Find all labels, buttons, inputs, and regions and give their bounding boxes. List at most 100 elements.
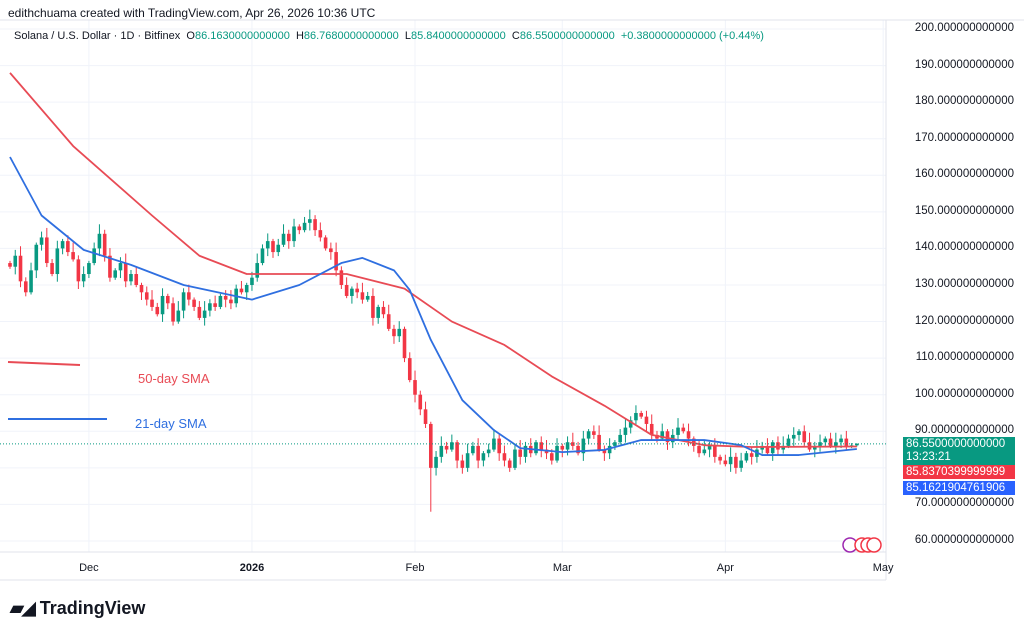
- candle-body: [155, 306, 160, 315]
- change-value: +0.3800000000000 (+0.44%): [620, 30, 764, 42]
- candle-body: [791, 434, 796, 439]
- price-tick-label: 100.000000000000: [914, 387, 1014, 400]
- candle-body: [460, 460, 465, 468]
- candle-body: [607, 445, 612, 454]
- candle-body: [507, 460, 512, 468]
- candle-body: [244, 284, 249, 293]
- candle-body: [576, 445, 580, 454]
- candle-body: [13, 255, 18, 267]
- candle-body: [118, 263, 123, 271]
- candle-body: [381, 306, 386, 315]
- candle-body: [202, 310, 207, 318]
- candle-body: [707, 445, 712, 450]
- candle-body: [150, 299, 154, 307]
- candle-body: [539, 442, 544, 450]
- candle-body: [392, 328, 396, 337]
- candle-body: [407, 358, 412, 381]
- candle-body: [192, 299, 196, 307]
- candle-body: [713, 445, 717, 457]
- price-tick-label: 140.000000000000: [914, 241, 1014, 254]
- candle-body: [613, 442, 617, 446]
- symbol-title[interactable]: Solana / U.S. Dollar · 1D · Bitfinex: [14, 30, 181, 42]
- candle-body: [281, 233, 286, 245]
- time-tick-label: Dec: [79, 562, 99, 574]
- candle-body: [523, 445, 528, 457]
- candle-body: [513, 449, 517, 468]
- candle-body: [344, 284, 349, 296]
- candle-body: [144, 292, 149, 300]
- candle-body: [518, 449, 523, 457]
- candle-body: [665, 431, 670, 443]
- candle-body: [797, 431, 801, 435]
- candle-body: [255, 263, 260, 278]
- open-value: 86.1630000000000: [194, 30, 290, 42]
- economic-event-icon: [866, 537, 882, 553]
- sma21-annotation: 21-day SMA: [135, 416, 207, 431]
- candle-body: [676, 427, 680, 435]
- candle-body: [634, 412, 638, 421]
- sma50-legend-line: [7, 361, 81, 366]
- sma50-annotation: 50-day SMA: [138, 371, 210, 386]
- candle-body: [602, 449, 607, 454]
- candle-body: [92, 248, 96, 264]
- chart-credit: edithchuama created with TradingView.com…: [8, 6, 376, 20]
- candle-body: [376, 306, 380, 318]
- candle-body: [286, 233, 291, 242]
- candle-body: [597, 434, 601, 450]
- candle-body: [702, 449, 707, 454]
- candle-body: [329, 248, 333, 253]
- price-tick-label: 170.000000000000: [914, 131, 1014, 144]
- candle-body: [644, 416, 649, 424]
- candle-body: [623, 427, 628, 435]
- close-label: C: [511, 30, 520, 42]
- candle-body: [355, 288, 359, 293]
- candle-body: [129, 274, 133, 282]
- candle-body: [718, 456, 722, 461]
- candle-body: [365, 295, 370, 300]
- candle-body: [297, 226, 302, 231]
- candle-body: [476, 445, 480, 461]
- candle-body: [818, 442, 822, 446]
- tradingview-logo[interactable]: ▰◢ TradingView: [10, 598, 145, 619]
- candle-body: [123, 263, 128, 282]
- candle-body: [823, 438, 828, 443]
- candle-body: [560, 445, 565, 450]
- candle-body: [413, 380, 417, 395]
- candle-body: [776, 442, 780, 450]
- high-label: H: [295, 30, 304, 42]
- candle-body: [113, 270, 117, 278]
- candle-body: [39, 237, 44, 245]
- candle-body: [292, 226, 296, 242]
- sma50-line: [9, 72, 857, 448]
- price-tick-label: 190.000000000000: [914, 58, 1014, 71]
- logo-text: TradingView: [39, 598, 146, 618]
- candle-body: [549, 453, 554, 461]
- candle-body: [455, 442, 459, 461]
- price-tick-label: 120.000000000000: [914, 314, 1014, 327]
- candle-body: [744, 453, 749, 461]
- candle-body: [402, 328, 407, 359]
- candle-body: [465, 453, 470, 468]
- candle-body: [618, 434, 622, 443]
- candle-body: [250, 277, 254, 285]
- low-value: 85.8400000000000: [410, 30, 506, 42]
- candle-body: [23, 281, 28, 293]
- candle-body: [497, 438, 501, 454]
- candle-body: [181, 292, 186, 311]
- candle-body: [486, 449, 491, 454]
- price-tick-label: 160.000000000000: [914, 168, 1014, 181]
- candle-body: [197, 306, 202, 318]
- candle-body: [229, 299, 233, 304]
- candle-body: [555, 445, 559, 461]
- sma21-line: [9, 156, 857, 456]
- candle-body: [276, 244, 281, 253]
- candle-body: [350, 288, 354, 296]
- candle-body: [60, 241, 65, 249]
- candle-body: [571, 442, 575, 446]
- price-tick-label: 70.0000000000000: [914, 497, 1014, 510]
- candle-body: [334, 252, 338, 271]
- candle-body: [271, 241, 275, 253]
- candle-body: [208, 303, 212, 311]
- candle-body: [739, 460, 743, 468]
